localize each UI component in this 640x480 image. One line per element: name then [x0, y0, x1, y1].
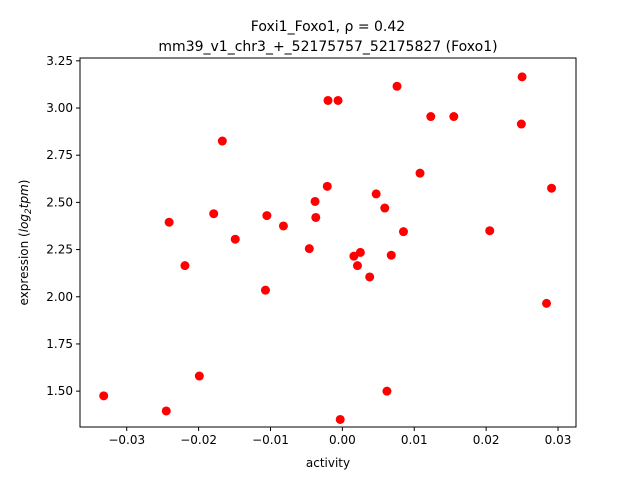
x-axis-label: activity: [306, 456, 350, 470]
y-tick-label: 3.00: [46, 101, 73, 115]
y-axis-label-subscript: 2: [24, 208, 34, 214]
x-tick-label: 0.02: [473, 433, 500, 447]
y-axis-ticks: 1.50 1.75 2.00 2.25 2.50 2.75 3.00 3.25: [46, 54, 80, 398]
y-tick-label: 1.75: [46, 337, 73, 351]
y-axis-label-prefix: expression (: [17, 232, 31, 305]
y-tick-label: 1.50: [46, 384, 73, 398]
data-point: [230, 234, 240, 244]
y-tick-label: 2.00: [46, 290, 73, 304]
x-tick-label: −0.03: [108, 433, 145, 447]
x-tick-label: −0.01: [252, 433, 289, 447]
x-tick-label: 0.00: [329, 433, 356, 447]
data-point: [352, 261, 362, 271]
data-point: [164, 217, 174, 227]
plot-area-frame: [79, 57, 577, 428]
data-point: [516, 119, 526, 129]
data-point: [209, 209, 219, 219]
data-point: [449, 112, 459, 122]
y-tick-label: 2.50: [46, 195, 73, 209]
data-point: [365, 272, 375, 282]
data-point: [304, 244, 314, 254]
data-point: [380, 203, 390, 213]
data-point: [517, 72, 527, 82]
chart-title-line1: Foxi1_Foxo1, ρ = 0.42: [251, 19, 405, 35]
data-point: [485, 226, 495, 236]
data-point: [371, 189, 381, 199]
y-axis-label: expression (log2tpm): [17, 180, 34, 306]
data-points: [99, 72, 557, 424]
data-point: [542, 298, 552, 308]
data-point: [217, 136, 227, 146]
data-point: [398, 227, 408, 237]
data-point: [161, 406, 171, 416]
data-point: [99, 391, 109, 401]
x-tick-label: 0.03: [545, 433, 572, 447]
data-point: [355, 247, 365, 257]
data-point: [382, 386, 392, 396]
data-point: [194, 371, 204, 381]
data-point: [260, 285, 270, 295]
y-axis-label-math-tail: tpm: [17, 184, 31, 208]
x-tick-label: 0.01: [401, 433, 428, 447]
data-point: [333, 95, 343, 105]
data-point: [278, 221, 288, 231]
data-point: [180, 261, 190, 271]
data-point: [262, 211, 272, 221]
data-point: [310, 196, 320, 206]
data-point: [335, 414, 345, 424]
data-point: [311, 212, 321, 222]
y-tick-label: 3.25: [46, 54, 73, 68]
data-point: [426, 112, 436, 122]
y-tick-label: 2.75: [46, 148, 73, 162]
y-axis-label-suffix: ): [17, 180, 31, 185]
data-point: [392, 81, 402, 91]
y-tick-label: 2.25: [46, 243, 73, 257]
chart-title-line2: mm39_v1_chr3_+_52175757_52175827 (Foxo1): [158, 39, 497, 55]
data-point: [547, 183, 557, 193]
data-point: [386, 250, 396, 260]
data-point: [323, 95, 333, 105]
data-point: [322, 181, 332, 191]
x-axis-ticks: −0.03 −0.02 −0.01 0.00 0.01 0.02 0.03: [108, 427, 571, 447]
x-tick-label: −0.02: [180, 433, 217, 447]
data-point: [415, 168, 425, 178]
y-axis-label-math: log: [17, 214, 31, 233]
